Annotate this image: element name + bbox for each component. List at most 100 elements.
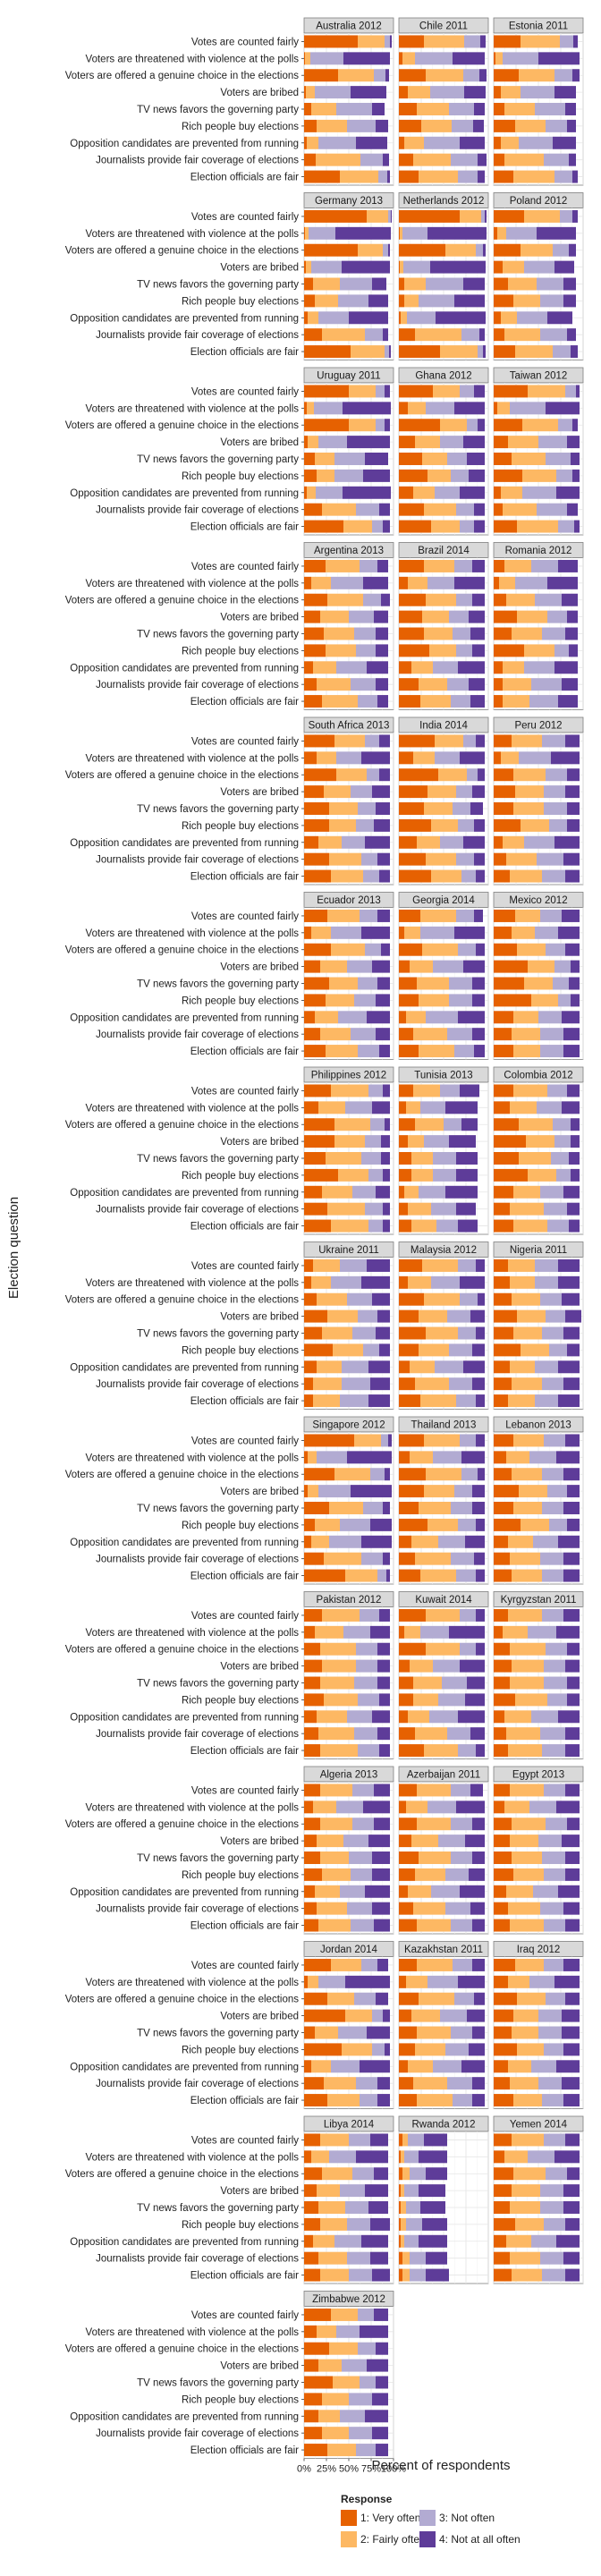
bar-segment	[356, 2150, 388, 2164]
bar-segment	[331, 2308, 358, 2321]
bar-segment	[311, 2060, 331, 2073]
bar-segment	[554, 1975, 580, 1988]
facet-title: Germany 2013	[315, 196, 383, 207]
bar-segment	[400, 226, 402, 240]
bar-segment	[411, 1152, 433, 1165]
y-tick-label: Opposition candidates are prevented from…	[70, 2237, 299, 2248]
bar-segment	[517, 610, 547, 623]
bar-segment	[467, 768, 478, 782]
bar-segment	[304, 818, 329, 832]
bar-segment	[420, 926, 454, 939]
bar-segment	[347, 1710, 372, 1724]
bar-segment	[494, 852, 506, 866]
bar-segment	[558, 1394, 580, 1408]
bar-segment	[542, 2094, 563, 2107]
y-tick-label: Rich people buy elections	[182, 122, 299, 132]
bar-segment	[379, 1343, 390, 1357]
bar-segment	[390, 35, 392, 48]
bar-segment	[399, 1801, 406, 1814]
bar-segment	[304, 170, 340, 183]
bar-segment	[320, 2133, 349, 2147]
bar-segment	[370, 1468, 385, 1481]
bar-segment	[358, 2342, 376, 2355]
bar-segment	[318, 1919, 351, 1932]
bar-segment	[367, 2359, 388, 2372]
y-tick-label: Opposition candidates are prevented from…	[70, 1013, 299, 1023]
bar-segment	[304, 2376, 333, 2389]
bar-segment	[304, 52, 305, 65]
bar-segment	[399, 1202, 408, 1216]
bar-segment	[410, 2268, 426, 2282]
bar-segment	[519, 69, 554, 82]
bar-segment	[304, 469, 317, 482]
bar-segment	[419, 1045, 454, 1058]
bar-segment	[399, 1710, 408, 1724]
bar-segment	[327, 1202, 365, 1216]
bar-segment	[351, 678, 376, 691]
bar-segment	[304, 644, 326, 657]
y-tick-label: Opposition candidates are prevented from…	[70, 1362, 299, 1373]
bar-segment	[512, 1818, 546, 1831]
y-tick-label: Journalists provide fair coverage of ele…	[96, 680, 299, 691]
bar-segment	[305, 52, 310, 65]
bar-segment	[453, 52, 485, 65]
bar-segment	[558, 1275, 580, 1289]
bar-segment	[333, 2376, 360, 2389]
bar-segment	[567, 610, 578, 623]
bar-segment	[458, 1518, 476, 1531]
bar-segment	[377, 909, 390, 922]
bar-segment	[461, 1118, 478, 1131]
bar-segment	[399, 1275, 408, 1289]
bar-segment	[399, 2234, 401, 2248]
bar-segment	[304, 2393, 322, 2406]
bar-segment	[304, 2427, 322, 2440]
bar-segment	[494, 909, 515, 922]
bar-segment	[426, 1468, 461, 1481]
bar-segment	[444, 1118, 461, 1131]
bar-segment	[304, 994, 326, 1007]
bar-segment	[385, 1468, 390, 1481]
bar-segment	[415, 1868, 445, 1881]
bar-segment	[513, 294, 540, 308]
bar-segment	[494, 994, 531, 1007]
bar-segment	[565, 1992, 580, 2005]
bar-segment	[472, 644, 485, 657]
bar-segment	[563, 1958, 580, 1971]
y-tick-label: Voters are offered a genuine choice in t…	[65, 2169, 300, 2180]
bar-segment	[513, 1868, 544, 1881]
bar-segment	[399, 1485, 424, 1498]
bar-segment	[304, 2217, 320, 2231]
bar-segment	[494, 2026, 512, 2039]
bar-segment	[494, 1958, 515, 1971]
bar-segment	[399, 768, 438, 782]
bar-segment	[494, 1693, 515, 1707]
facet-title: Nigeria 2011	[510, 1245, 567, 1256]
bar-segment	[320, 2268, 349, 2282]
bar-segment	[537, 852, 563, 866]
bar-segment	[565, 2133, 580, 2147]
bar-segment	[417, 2094, 453, 2107]
bar-segment	[435, 734, 463, 748]
bar-segment	[399, 503, 424, 516]
legend-label: 3: Not often	[439, 2512, 495, 2524]
bar-segment	[521, 1343, 549, 1357]
bar-segment	[370, 1518, 392, 1531]
y-tick-label: Votes are counted fairly	[191, 1436, 299, 1446]
bar-segment	[322, 2427, 349, 2440]
bar-segment	[494, 1326, 513, 1340]
bar-segment	[413, 153, 451, 166]
bar-segment	[494, 103, 504, 115]
bar-segment	[461, 1468, 478, 1481]
facet-panel: Estonia 2011	[493, 17, 584, 186]
bar-segment	[531, 2060, 556, 2073]
bar-segment	[501, 86, 521, 99]
bar-segment	[524, 260, 554, 274]
bar-segment	[377, 1309, 390, 1323]
y-tick-label: Rich people buy elections	[182, 2220, 299, 2231]
bar-segment	[399, 1975, 406, 1988]
bar-segment	[399, 1727, 415, 1741]
bar-segment	[326, 994, 354, 1007]
bar-segment	[553, 977, 569, 990]
facet-title: Jordan 2014	[320, 1945, 378, 1955]
bar-segment	[304, 1394, 313, 1408]
